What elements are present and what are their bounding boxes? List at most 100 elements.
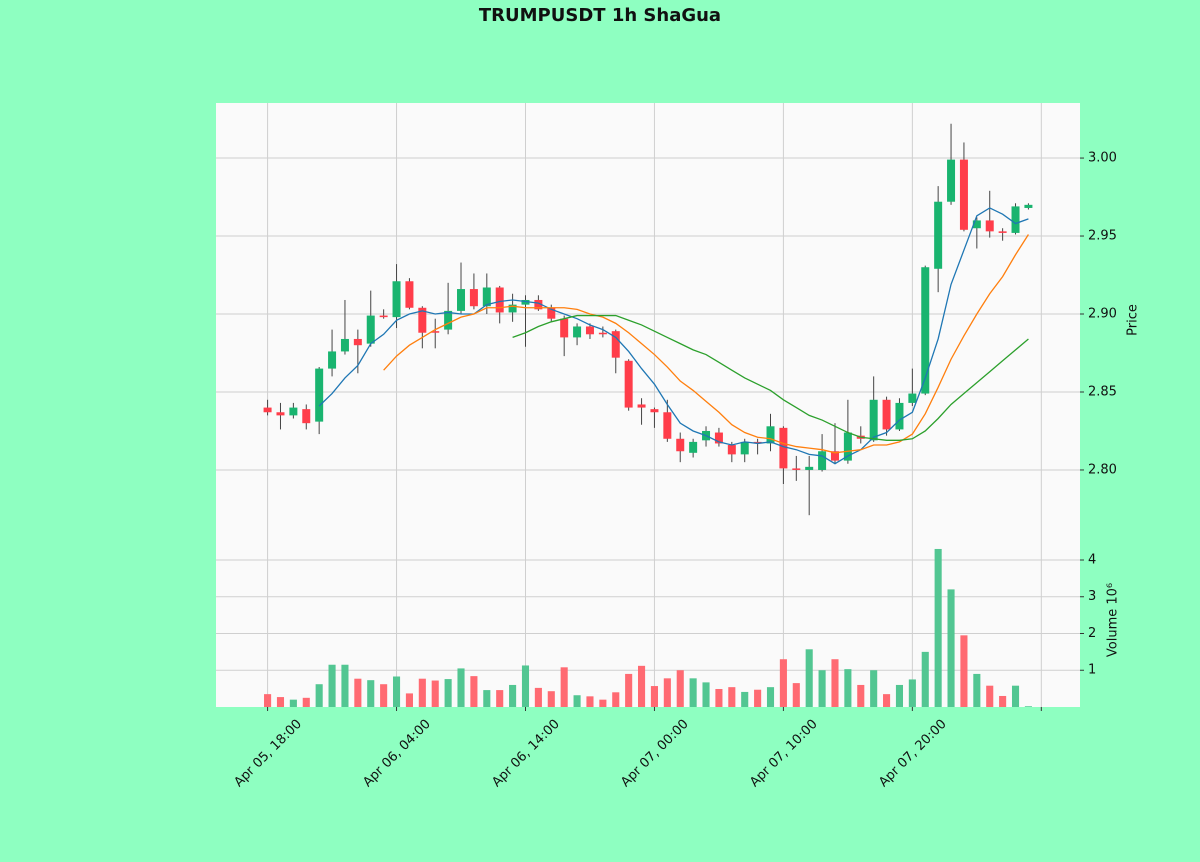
candle-body xyxy=(585,326,594,335)
volume-bar xyxy=(418,678,426,707)
x-tick-label: Apr 05, 18:00 xyxy=(231,717,304,790)
candle-body xyxy=(714,432,723,444)
candle-body xyxy=(508,304,517,313)
candle-body xyxy=(405,281,414,308)
y2-axis-label: Volume 10⁶ xyxy=(1106,583,1121,657)
volume-bar xyxy=(689,678,697,707)
candle-body xyxy=(1024,204,1033,208)
volume-bar xyxy=(831,659,839,707)
volume-bar xyxy=(431,680,439,707)
x-tick-label: Apr 07, 20:00 xyxy=(876,717,949,790)
volume-bar xyxy=(818,670,826,707)
candle-body xyxy=(869,399,878,441)
y2-tick-label: 2 xyxy=(1088,626,1096,641)
x-tick-label: Apr 07, 00:00 xyxy=(618,717,691,790)
volume-bar xyxy=(741,691,749,707)
candle-body xyxy=(353,338,362,346)
volume-bar xyxy=(560,667,568,707)
volume-bar xyxy=(702,682,710,707)
volume-bar xyxy=(908,679,916,707)
y-tick-label: 2.80 xyxy=(1088,462,1117,477)
volume-bar xyxy=(328,664,336,707)
candle-body xyxy=(766,426,775,444)
volume-bar xyxy=(341,664,349,707)
volume-bar xyxy=(496,690,504,707)
volume-bar xyxy=(547,691,555,707)
candle-body xyxy=(521,299,530,305)
volume-bar xyxy=(1024,706,1032,707)
candle-body xyxy=(392,281,401,318)
candle-body xyxy=(379,315,388,318)
candle-body xyxy=(276,412,285,416)
candle-body xyxy=(302,409,311,424)
volume-bar xyxy=(883,694,891,707)
candle-body xyxy=(534,299,543,310)
y-tick-label: 3.00 xyxy=(1088,151,1117,166)
volume-bar xyxy=(638,665,646,707)
candle-body xyxy=(779,427,788,469)
volume-bar xyxy=(392,676,401,707)
volume-bar xyxy=(483,690,491,707)
marks xyxy=(263,123,1033,707)
volume-bar xyxy=(844,669,852,707)
candle-body xyxy=(998,231,1007,233)
volume-bar xyxy=(380,684,388,707)
moving-average-line xyxy=(383,234,1029,454)
volume-bar xyxy=(509,684,517,707)
volume-bar xyxy=(921,651,929,707)
candle-body xyxy=(315,368,324,422)
y-axis-label: Price xyxy=(1126,304,1141,336)
volume-bar xyxy=(960,635,968,707)
candle-body xyxy=(895,402,904,430)
y-tick-label: 2.85 xyxy=(1088,384,1117,399)
volume-bar xyxy=(354,678,362,707)
y2-tick-label: 4 xyxy=(1088,552,1096,567)
candle-body xyxy=(611,331,620,358)
volume-bar xyxy=(612,692,620,707)
candle-body xyxy=(947,159,956,202)
candle-body xyxy=(843,432,852,461)
candle-body xyxy=(753,441,762,444)
volume-bar xyxy=(754,689,762,707)
candle-body xyxy=(727,445,736,455)
volume-bar xyxy=(289,699,297,707)
chart-title: TRUMPUSDT 1h ShaGua xyxy=(479,5,721,26)
volume-bar xyxy=(728,687,736,707)
moving-average-line xyxy=(512,314,1029,441)
candle-body xyxy=(482,287,491,307)
volume-bar xyxy=(986,685,994,707)
candle-body xyxy=(637,404,646,408)
y-tick-label: 2.95 xyxy=(1088,229,1117,244)
x-tick-label: Apr 06, 04:00 xyxy=(360,717,433,790)
volume-bar xyxy=(444,679,452,707)
volume-bar xyxy=(276,697,285,707)
candle-body xyxy=(598,332,607,335)
volume-bar xyxy=(315,684,323,707)
volume-bar xyxy=(1011,685,1020,707)
candle-body xyxy=(805,466,814,470)
volume-bar xyxy=(625,673,633,707)
candle-body xyxy=(985,220,994,232)
candle-body xyxy=(340,338,349,352)
candle-body xyxy=(469,289,478,307)
volume-bar xyxy=(573,695,581,707)
candle-body xyxy=(792,468,801,470)
candle-body xyxy=(444,310,453,330)
volume-bar xyxy=(663,678,671,707)
candle-body xyxy=(547,307,556,319)
volume-bar xyxy=(947,589,955,707)
volume-bar xyxy=(457,668,465,707)
candle-body xyxy=(959,159,968,230)
candle-body xyxy=(560,318,569,338)
y-tick-label: 2.90 xyxy=(1088,307,1117,322)
volume-bar xyxy=(586,696,594,707)
volume-bar xyxy=(857,684,865,707)
volume-bar xyxy=(534,687,542,707)
candle-body xyxy=(573,326,582,338)
candle-body xyxy=(921,267,930,394)
candle-body xyxy=(328,351,337,369)
volume-bar xyxy=(676,670,684,707)
candle-body xyxy=(431,331,440,333)
volume-bar xyxy=(715,688,723,707)
